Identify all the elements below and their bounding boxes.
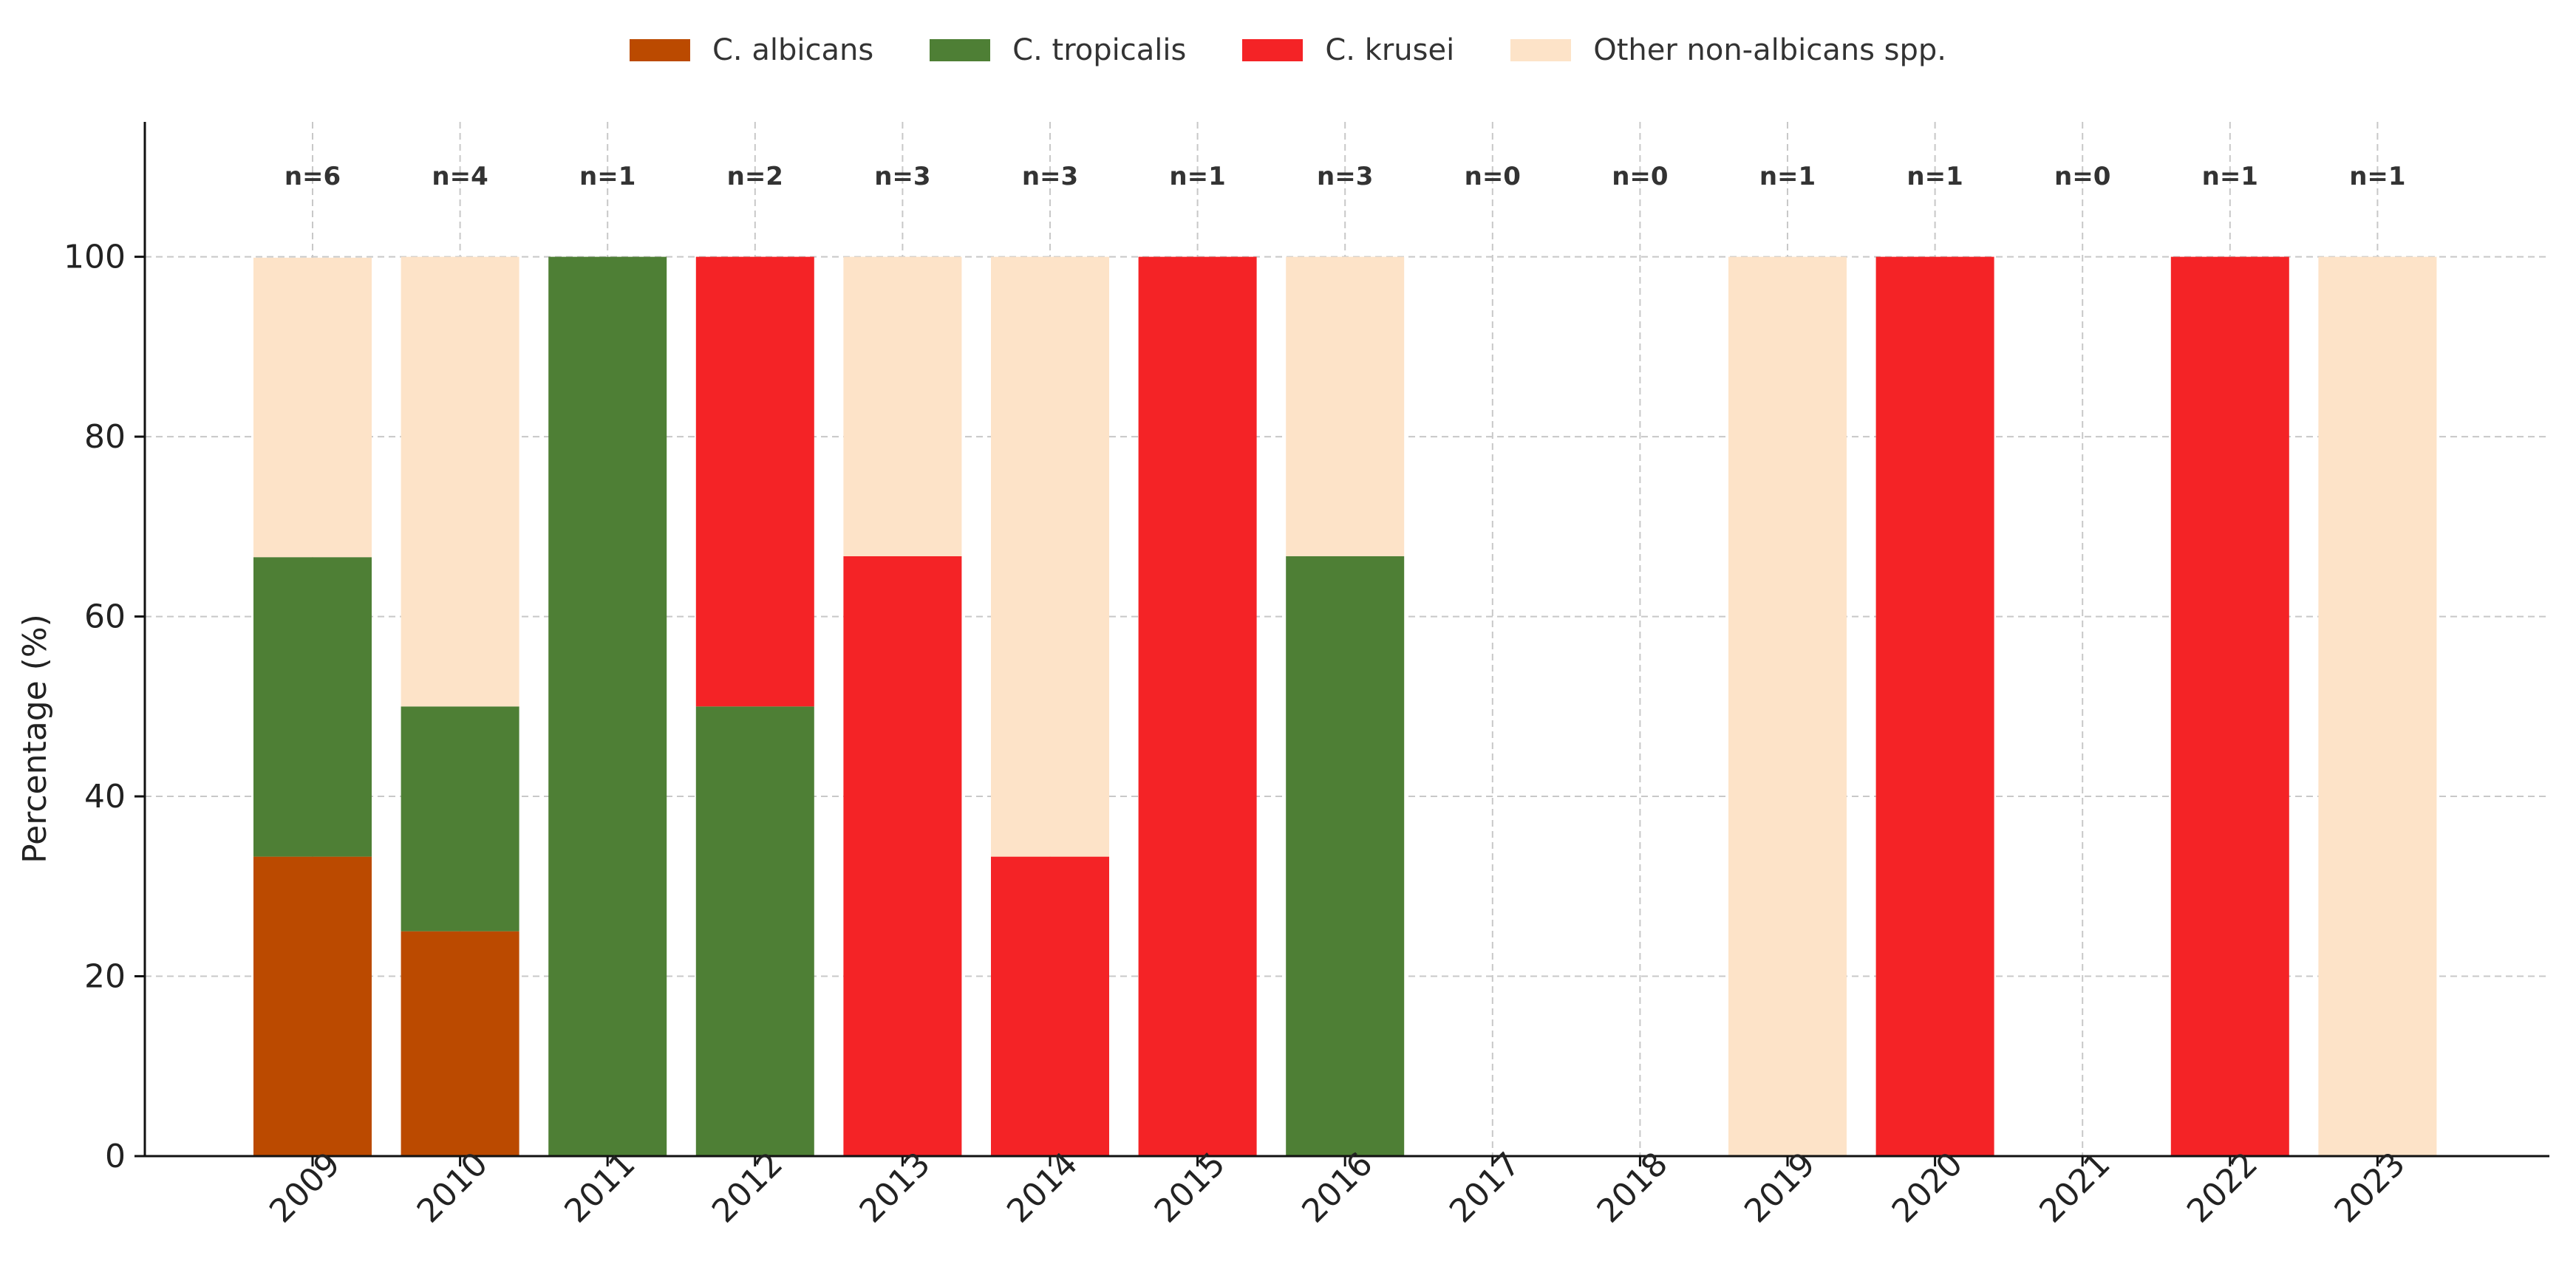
x-tick-label-2019: 2019 <box>1737 1145 1822 1230</box>
legend-swatch-c-albicans <box>629 39 690 61</box>
x-tick-label-2012: 2012 <box>705 1145 790 1230</box>
x-tick-label-2009: 2009 <box>262 1145 347 1230</box>
count-label-2009: n=6 <box>284 162 341 191</box>
x-tick-label-2023: 2023 <box>2328 1145 2413 1230</box>
bar-2009-c-albicans <box>253 856 372 1156</box>
y-tick-label-0: 0 <box>105 1138 126 1175</box>
legend-swatch-other-non-albicans <box>1510 39 1572 61</box>
x-tick-label-2018: 2018 <box>1590 1145 1675 1230</box>
bar-2013-other-non-albicans-spp <box>843 256 962 556</box>
count-label-2011: n=1 <box>579 162 636 191</box>
bar-2016-c-tropicalis <box>1286 556 1405 1156</box>
count-label-2021: n=0 <box>2054 162 2110 191</box>
count-label-2020: n=1 <box>1907 162 1963 191</box>
chart-legend: C. albicans C. tropicalis C. krusei Othe… <box>0 28 2576 72</box>
bar-2016-other-non-albicans-spp <box>1286 256 1405 556</box>
count-label-2013: n=3 <box>874 162 930 191</box>
x-tick-label-2010: 2010 <box>410 1145 495 1230</box>
legend-label-c-albicans: C. albicans <box>712 33 874 67</box>
x-tick-label-2020: 2020 <box>1885 1145 1970 1230</box>
legend-item-c-krusei: C. krusei <box>1242 33 1454 67</box>
bar-2009-c-tropicalis <box>253 557 372 857</box>
count-label-2010: n=4 <box>432 162 488 191</box>
count-labels: n=6 n=4 n=1 n=2 n=3 n=3 n=1 n=3 n=0 n=0 n=1 n=1 n=0 n… <box>284 162 2406 191</box>
bar-2015-c-krusei <box>1138 256 1257 1157</box>
bar-stacks <box>253 256 2437 1157</box>
legend-label-other-non-albicans: Other non-albicans spp. <box>1593 33 1946 67</box>
x-tick-label-2011: 2011 <box>557 1145 642 1230</box>
x-tick-label-2013: 2013 <box>853 1145 938 1230</box>
bar-2011-c-tropicalis <box>548 256 667 1157</box>
bar-2012-c-krusei <box>695 256 814 707</box>
count-label-2014: n=3 <box>1022 162 1078 191</box>
legend-item-other-non-albicans: Other non-albicans spp. <box>1510 33 1946 67</box>
y-tick-label-40: 40 <box>84 778 126 816</box>
legend-swatch-c-krusei <box>1242 39 1304 61</box>
legend-label-c-krusei: C. krusei <box>1325 33 1455 67</box>
count-label-2015: n=1 <box>1169 162 1225 191</box>
count-label-2016: n=3 <box>1317 162 1373 191</box>
bar-2012-c-tropicalis <box>695 706 814 1156</box>
count-label-2022: n=1 <box>2202 162 2258 191</box>
x-tick-label-2021: 2021 <box>2032 1145 2117 1230</box>
bar-2014-c-krusei <box>991 856 1109 1156</box>
y-tick-label-80: 80 <box>84 418 126 456</box>
y-tick-label-20: 20 <box>84 958 126 996</box>
x-tick-label-2022: 2022 <box>2180 1145 2265 1230</box>
bar-2010-c-tropicalis <box>401 706 519 932</box>
bar-2010-other-non-albicans-spp <box>401 256 519 707</box>
legend-item-c-albicans: C. albicans <box>629 33 874 67</box>
y-tick-label-100: 100 <box>64 239 126 276</box>
x-tick-label-2014: 2014 <box>1000 1145 1085 1230</box>
x-tick-label-2016: 2016 <box>1295 1145 1380 1230</box>
count-label-2017: n=0 <box>1465 162 1521 191</box>
bar-2020-c-krusei <box>1875 256 1994 1157</box>
bar-2022-c-krusei <box>2170 256 2289 1157</box>
bar-2013-c-krusei <box>843 556 962 1156</box>
count-label-2023: n=1 <box>2349 162 2405 191</box>
bar-2009-other-non-albicans-spp <box>253 257 372 558</box>
bar-2014-other-non-albicans-spp <box>991 256 1109 857</box>
legend-swatch-c-tropicalis <box>930 39 991 61</box>
count-label-2019: n=1 <box>1759 162 1816 191</box>
x-tick-label-2015: 2015 <box>1148 1145 1233 1230</box>
x-axis-ticks: 2009 2010 2011 2012 2013 2014 2015 2016 2017 2018… <box>262 1145 2413 1230</box>
legend-item-c-tropicalis: C. tropicalis <box>930 33 1186 67</box>
count-label-2012: n=2 <box>727 162 783 191</box>
y-tick-label-60: 60 <box>84 598 126 636</box>
axes <box>143 122 2549 1158</box>
bar-2019-other-non-albicans-spp <box>1728 256 1847 1157</box>
x-tick-label-2017: 2017 <box>1442 1145 1527 1230</box>
bar-2010-c-albicans <box>401 931 519 1156</box>
count-label-2018: n=0 <box>1612 162 1668 191</box>
legend-label-c-tropicalis: C. tropicalis <box>1012 33 1187 67</box>
bar-2023-other-non-albicans-spp <box>2318 256 2437 1157</box>
y-axis-label: Percentage (%) <box>16 614 54 864</box>
y-axis-ticks: 0 20 40 60 80 100 <box>64 239 145 1175</box>
